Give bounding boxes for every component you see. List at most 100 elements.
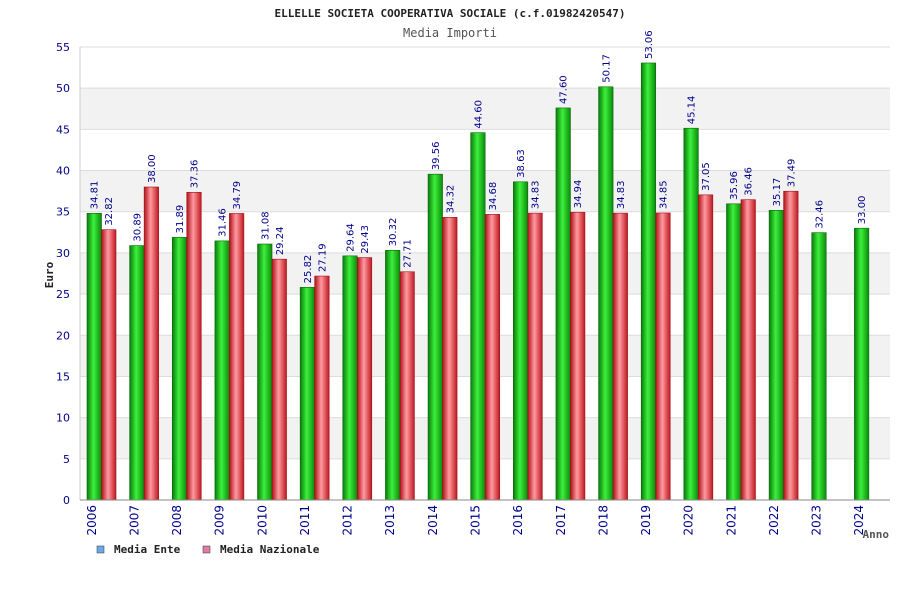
bar-media-ente: [171, 237, 188, 501]
bar-value-label: 29.24: [275, 227, 286, 256]
grid-band: [80, 47, 890, 89]
bar-value-label: 47.60: [559, 75, 570, 104]
bar-media-nazionale: [101, 229, 117, 501]
x-ticks: 2006 2007 2008 2009 2010 2011 2012 2013 2014 2015…: [85, 505, 866, 536]
bar-value-label: 34.94: [573, 180, 584, 209]
bar-value-label: 37.05: [701, 162, 712, 191]
y-tick-label: 0: [63, 494, 70, 507]
y-tick-label: 10: [56, 412, 70, 425]
bar-media-ente: [768, 210, 784, 501]
x-tick-label: 2015: [469, 505, 483, 536]
grid-band: [80, 88, 890, 130]
bar-value-label: 53.06: [644, 30, 655, 59]
bar-media-nazionale: [655, 212, 671, 501]
bar-media-nazionale: [314, 275, 330, 501]
x-tick-label: 2012: [341, 505, 355, 536]
bar-media-ente: [513, 181, 529, 501]
y-tick-label: 50: [56, 82, 70, 95]
x-tick-label: 2007: [127, 505, 141, 536]
bar-media-ente: [854, 227, 870, 501]
x-tick-label: 2017: [554, 505, 568, 536]
bar-media-nazionale: [570, 211, 586, 501]
bar-value-label: 34.79: [232, 181, 243, 210]
bar-media-ente: [598, 86, 614, 501]
bar-media-nazionale: [527, 212, 543, 501]
bar-media-nazionale: [442, 217, 458, 501]
x-tick-label: 2014: [426, 505, 440, 536]
x-tick-label: 2022: [767, 505, 781, 536]
x-tick-label: 2011: [298, 505, 312, 536]
bar-value-label: 34.85: [658, 180, 669, 209]
bar-media-nazionale: [612, 212, 628, 501]
bar-media-nazionale: [271, 258, 287, 501]
bar-value-label: 34.68: [488, 182, 499, 211]
bar-media-ente: [470, 132, 486, 501]
bar-value-label: 38.00: [147, 154, 158, 183]
bar-media-nazionale: [143, 186, 159, 501]
bar-value-label: 36.46: [744, 167, 755, 196]
bar-value-label: 31.08: [260, 211, 271, 240]
legend-label-nazionale: Media Nazionale: [220, 543, 320, 556]
bar-media-nazionale: [698, 194, 714, 501]
y-tick-label: 35: [56, 206, 70, 219]
y-tick-label: 20: [56, 329, 70, 342]
y-ticks: 0 5 10 15 20 25 30 35 40 45 50 55: [56, 41, 70, 507]
bar-media-ente: [129, 245, 145, 501]
bar-value-label: 34.81: [90, 181, 101, 210]
y-tick-label: 40: [56, 165, 70, 178]
bar-media-nazionale: [740, 199, 756, 501]
bar-value-label: 27.71: [403, 239, 414, 268]
bar-value-label: 32.46: [814, 200, 825, 229]
x-tick-label: 2020: [682, 505, 696, 536]
bar-media-nazionale: [356, 257, 373, 501]
legend-swatch-ente: [96, 545, 105, 554]
bar-media-nazionale: [484, 214, 500, 501]
bar-media-nazionale: [399, 271, 415, 501]
bar-value-label: 37.49: [786, 159, 797, 188]
bar-value-label: 34.83: [616, 180, 627, 209]
bar-media-ente: [726, 203, 742, 501]
x-tick-label: 2006: [85, 505, 99, 536]
bar-value-label: 35.96: [729, 171, 740, 200]
legend: Media Ente Media Nazionale: [96, 543, 320, 556]
legend-label-ente: Media Ente: [114, 543, 181, 556]
chart-title: ELLELLE SOCIETA COOPERATIVA SOCIALE (c.f…: [275, 7, 626, 20]
x-tick-label: 2019: [639, 505, 653, 536]
bar-media-ente: [640, 62, 657, 501]
bar-media-ente: [427, 173, 443, 501]
y-tick-label: 5: [63, 453, 70, 466]
y-axis-label: Euro: [43, 261, 56, 288]
x-tick-label: 2018: [596, 505, 610, 536]
bar-value-label: 27.19: [317, 243, 328, 272]
x-tick-label: 2008: [170, 505, 184, 536]
bar-media-ente: [683, 127, 699, 501]
y-tick-label: 55: [56, 41, 70, 54]
bar-value-label: 25.82: [303, 255, 314, 284]
bar-value-label: 30.32: [388, 218, 399, 247]
x-tick-label: 2024: [852, 505, 866, 536]
x-tick-label: 2013: [383, 505, 397, 536]
chart-subtitle: Media Importi: [403, 26, 497, 40]
x-axis-label: Anno: [863, 528, 890, 541]
bar-media-ente: [214, 240, 230, 501]
bar-value-label: 39.56: [431, 142, 442, 171]
bar-value-label: 32.82: [104, 197, 115, 226]
bar-media-ente: [385, 249, 401, 501]
bar-media-ente: [811, 232, 827, 501]
bar-media-ente: [257, 243, 273, 501]
bar-media-ente: [86, 212, 102, 501]
x-tick-label: 2016: [511, 505, 525, 536]
y-tick-label: 30: [56, 247, 70, 260]
bar-media-nazionale: [229, 213, 245, 501]
bar-value-label: 50.17: [601, 54, 612, 83]
bar-value-label: 31.46: [218, 208, 229, 237]
bar-media-nazionale: [186, 191, 202, 501]
x-tick-label: 2010: [255, 505, 269, 536]
bar-value-label: 31.89: [175, 205, 186, 234]
legend-swatch-nazionale: [202, 545, 211, 554]
bar-media-nazionale: [783, 190, 799, 501]
bar-value-label: 45.14: [687, 96, 698, 125]
